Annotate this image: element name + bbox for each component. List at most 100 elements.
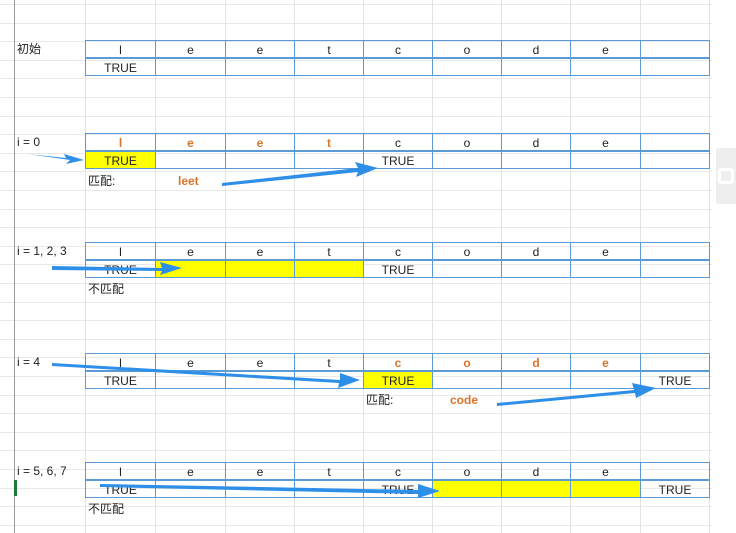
letter-cell[interactable]: e (570, 40, 641, 58)
row-gridline (0, 116, 712, 117)
value-cell[interactable] (570, 58, 641, 76)
letter-cell[interactable] (640, 40, 710, 58)
letter-cell[interactable]: t (294, 462, 364, 480)
letter-cell[interactable]: c (363, 133, 433, 151)
value-cell[interactable]: TRUE (85, 480, 156, 498)
letter-cell[interactable]: o (432, 353, 502, 371)
row-gridline (0, 395, 712, 396)
value-cell[interactable] (501, 260, 571, 278)
letter-cell[interactable] (640, 242, 710, 260)
value-cell[interactable] (501, 58, 571, 76)
value-cell[interactable]: TRUE (363, 371, 433, 389)
note-word: leet (178, 174, 199, 188)
letter-cell[interactable]: e (225, 462, 295, 480)
letter-cell[interactable]: e (155, 462, 226, 480)
letter-cell[interactable]: e (225, 133, 295, 151)
letter-cell[interactable]: e (155, 242, 226, 260)
letter-cell[interactable]: e (570, 462, 641, 480)
letter-cell[interactable]: t (294, 40, 364, 58)
value-cell[interactable] (570, 480, 641, 498)
value-cell[interactable] (225, 480, 295, 498)
value-cell[interactable] (294, 480, 364, 498)
value-cell[interactable] (640, 260, 710, 278)
row-gridline (0, 41, 712, 42)
value-cell[interactable]: TRUE (363, 260, 433, 278)
letter-cell[interactable]: o (432, 242, 502, 260)
value-cell[interactable] (155, 151, 226, 169)
value-cell[interactable]: TRUE (363, 480, 433, 498)
letter-cell[interactable]: t (294, 133, 364, 151)
value-cell[interactable] (501, 480, 571, 498)
letter-cell[interactable]: e (570, 353, 641, 371)
letter-cell[interactable]: c (363, 462, 433, 480)
letter-cell[interactable]: e (155, 40, 226, 58)
value-cell[interactable] (155, 371, 226, 389)
letter-cell[interactable]: c (363, 242, 433, 260)
value-cell[interactable]: TRUE (640, 480, 710, 498)
letter-cell[interactable]: d (501, 133, 571, 151)
row-gridline (0, 320, 712, 321)
side-panel-tab[interactable] (716, 148, 736, 204)
row-gridline (0, 153, 712, 154)
value-cell[interactable] (155, 480, 226, 498)
letter-cell[interactable]: d (501, 353, 571, 371)
value-cell[interactable] (432, 260, 502, 278)
value-cell[interactable]: TRUE (85, 58, 156, 76)
value-cell[interactable] (570, 151, 641, 169)
letter-cell[interactable]: t (294, 353, 364, 371)
letter-cell[interactable]: t (294, 242, 364, 260)
value-cell[interactable] (225, 58, 295, 76)
letter-cell[interactable]: e (225, 40, 295, 58)
letter-cell[interactable]: l (85, 242, 156, 260)
letter-cell[interactable]: o (432, 133, 502, 151)
letter-cell[interactable]: l (85, 462, 156, 480)
value-cell[interactable] (640, 58, 710, 76)
value-cell[interactable] (225, 371, 295, 389)
letter-cell[interactable]: e (570, 242, 641, 260)
letter-cell[interactable]: d (501, 242, 571, 260)
row-gridline (0, 283, 712, 284)
value-cell[interactable] (294, 151, 364, 169)
letter-cell[interactable] (640, 133, 710, 151)
row-gridline (0, 302, 712, 303)
letter-cell[interactable]: d (501, 462, 571, 480)
value-cell[interactable]: TRUE (85, 151, 156, 169)
letter-cell[interactable]: e (155, 353, 226, 371)
letter-cell[interactable]: e (570, 133, 641, 151)
value-cell[interactable] (363, 58, 433, 76)
value-cell[interactable] (570, 371, 641, 389)
letter-cell[interactable]: l (85, 133, 156, 151)
value-cell[interactable] (225, 151, 295, 169)
letter-cell[interactable]: o (432, 462, 502, 480)
value-cell[interactable] (432, 58, 502, 76)
value-cell[interactable]: TRUE (640, 371, 710, 389)
letter-cell[interactable]: l (85, 353, 156, 371)
value-cell[interactable]: TRUE (85, 371, 156, 389)
value-cell[interactable] (501, 151, 571, 169)
value-cell[interactable] (432, 371, 502, 389)
value-cell[interactable]: TRUE (85, 260, 156, 278)
value-cell[interactable] (155, 58, 226, 76)
letter-cell[interactable]: e (155, 133, 226, 151)
letter-cell[interactable] (640, 462, 710, 480)
letter-cell[interactable] (640, 353, 710, 371)
letter-cell[interactable]: d (501, 40, 571, 58)
value-cell[interactable] (294, 58, 364, 76)
value-cell[interactable] (155, 260, 226, 278)
letter-cell[interactable]: e (225, 242, 295, 260)
value-cell[interactable] (432, 480, 502, 498)
value-cell[interactable]: TRUE (363, 151, 433, 169)
value-cell[interactable] (294, 371, 364, 389)
letter-cell[interactable]: l (85, 40, 156, 58)
letter-cell[interactable]: c (363, 353, 433, 371)
value-cell[interactable] (294, 260, 364, 278)
value-cell[interactable] (501, 371, 571, 389)
value-cell[interactable] (640, 151, 710, 169)
value-cell[interactable] (432, 151, 502, 169)
value-cell[interactable] (570, 260, 641, 278)
letter-cell[interactable]: e (225, 353, 295, 371)
letter-cell[interactable]: c (363, 40, 433, 58)
letter-cell[interactable]: o (432, 40, 502, 58)
value-cell[interactable] (225, 260, 295, 278)
